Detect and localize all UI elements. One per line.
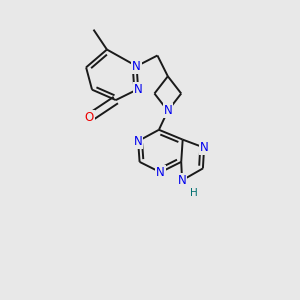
Text: N: N <box>134 135 142 148</box>
Text: N: N <box>134 82 142 96</box>
Text: N: N <box>156 166 165 179</box>
Text: O: O <box>84 111 94 124</box>
Text: N: N <box>178 174 187 187</box>
Text: N: N <box>164 104 172 117</box>
Text: H: H <box>190 188 198 198</box>
Text: N: N <box>132 60 141 73</box>
Text: N: N <box>200 141 208 154</box>
